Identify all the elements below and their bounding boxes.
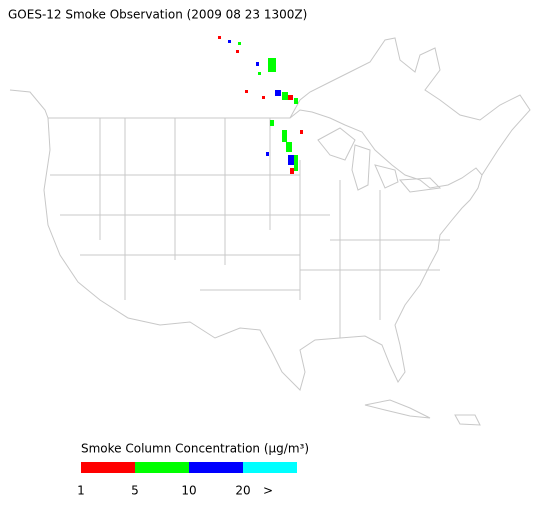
colorbar-segment bbox=[189, 462, 243, 473]
colorbar-tick-label: 1 bbox=[77, 484, 85, 498]
colorbar-tick-label: 20 bbox=[235, 484, 250, 498]
colorbar-segment bbox=[135, 462, 189, 473]
map-title: GOES-12 Smoke Observation (2009 08 23 13… bbox=[8, 8, 307, 22]
colorbar-tick-label: 10 bbox=[181, 484, 196, 498]
colorbar: 1 5 10 20 bbox=[77, 462, 297, 498]
colorbar-tick-label: 5 bbox=[131, 484, 139, 498]
colorbar-segment bbox=[243, 462, 297, 473]
colorbar-segment bbox=[81, 462, 135, 473]
smoke-pixels bbox=[218, 36, 303, 174]
base-map bbox=[9, 37, 531, 426]
colorbar-label: Smoke Column Concentration (μg/m³) bbox=[81, 442, 309, 456]
colorbar-overflow: > bbox=[263, 484, 273, 498]
